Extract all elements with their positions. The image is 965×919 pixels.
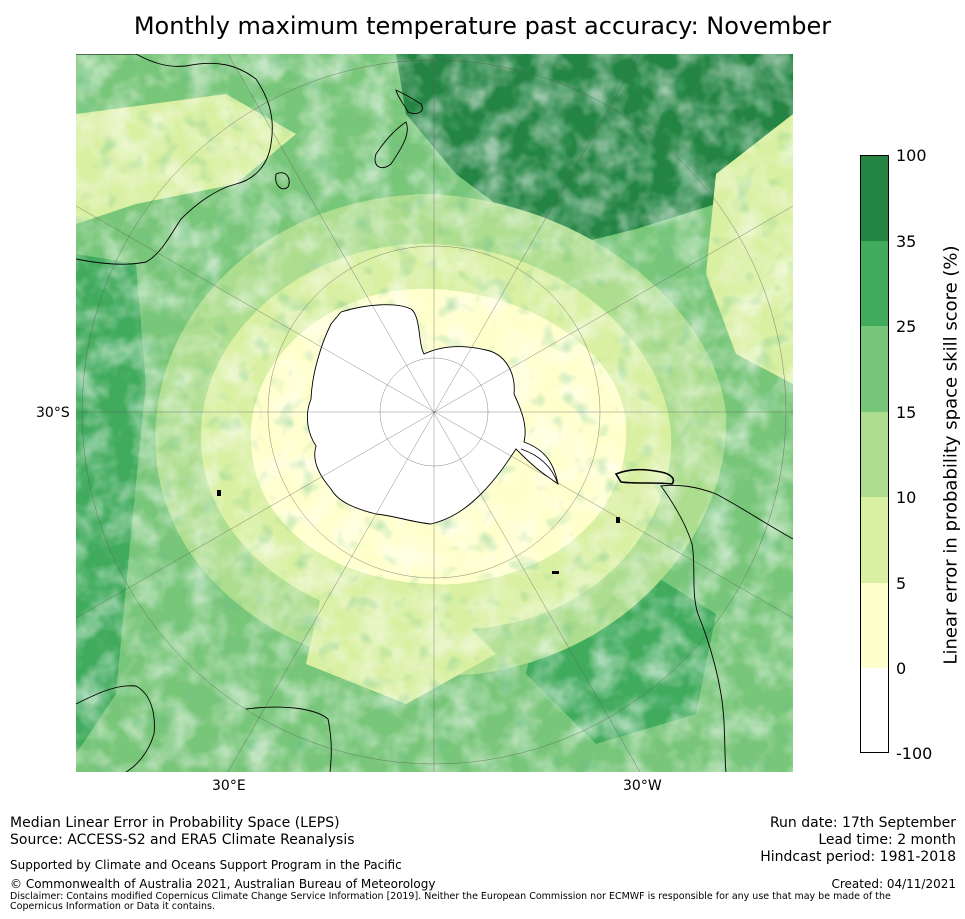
colorbar-seg-15 (860, 412, 889, 497)
lat-label: 30°S (36, 405, 70, 421)
weddell-coast (520, 448, 559, 485)
colorbar-tick: 35 (896, 232, 917, 251)
footer-copyright: © Commonwealth of Australia 2021, Austra… (10, 877, 436, 891)
run-date: Run date: 17th September (769, 815, 956, 831)
tierra-del-fuego (614, 468, 675, 485)
footer-leps: Median Linear Error in Probability Space… (10, 815, 340, 831)
colorbar-tick: 0 (896, 659, 907, 678)
colorbar-seg-5 (860, 583, 889, 668)
south-america (660, 484, 793, 772)
chart-title: Monthly maximum temperature past accurac… (133, 12, 832, 40)
island-falklands (552, 571, 559, 574)
australia (76, 54, 273, 265)
colorbar-tick: 5 (896, 574, 907, 593)
lon-label-30w: 30°W (623, 778, 662, 794)
tasmania (275, 172, 290, 190)
graticule (76, 54, 793, 772)
colorbar-tick: 10 (896, 488, 917, 507)
colorbar (860, 155, 889, 753)
colorbar-seg-10 (860, 497, 889, 583)
new-zealand-south (374, 121, 408, 168)
colorbar-tick: 100 (896, 146, 927, 165)
colorbar-seg-100 (860, 155, 889, 241)
colorbar-seg-35 (860, 241, 889, 326)
footer-source: Source: ACCESS-S2 and ERA5 Climate Reana… (10, 832, 355, 848)
footer-supported: Supported by Climate and Oceans Support … (10, 858, 402, 872)
antarctica (306, 304, 559, 525)
hindcast-period: Hindcast period: 1981-2018 (760, 849, 956, 865)
colorbar-tick: 15 (896, 403, 917, 422)
created-date: Created: 04/11/2021 (831, 877, 956, 891)
footer-disclaimer: Disclaimer: Contains modified Copernicus… (10, 891, 891, 912)
colorbar-tick: 25 (896, 317, 917, 336)
colorbar-label: Linear error in probability space skill … (940, 245, 962, 665)
africa-coast (76, 685, 155, 772)
colorbar-seg-0 (860, 668, 889, 753)
polar-map (76, 54, 793, 772)
island-kerguelen (217, 490, 221, 496)
madagascar-coast (245, 706, 332, 772)
colorbar-seg-25 (860, 326, 889, 412)
lon-label-30e: 30°E (212, 778, 246, 794)
colorbar-border (860, 155, 889, 753)
lead-time: Lead time: 2 month (818, 832, 956, 848)
new-zealand-north (395, 89, 423, 115)
colorbar-tick: -100 (896, 744, 933, 763)
island-south-georgia (616, 517, 620, 523)
